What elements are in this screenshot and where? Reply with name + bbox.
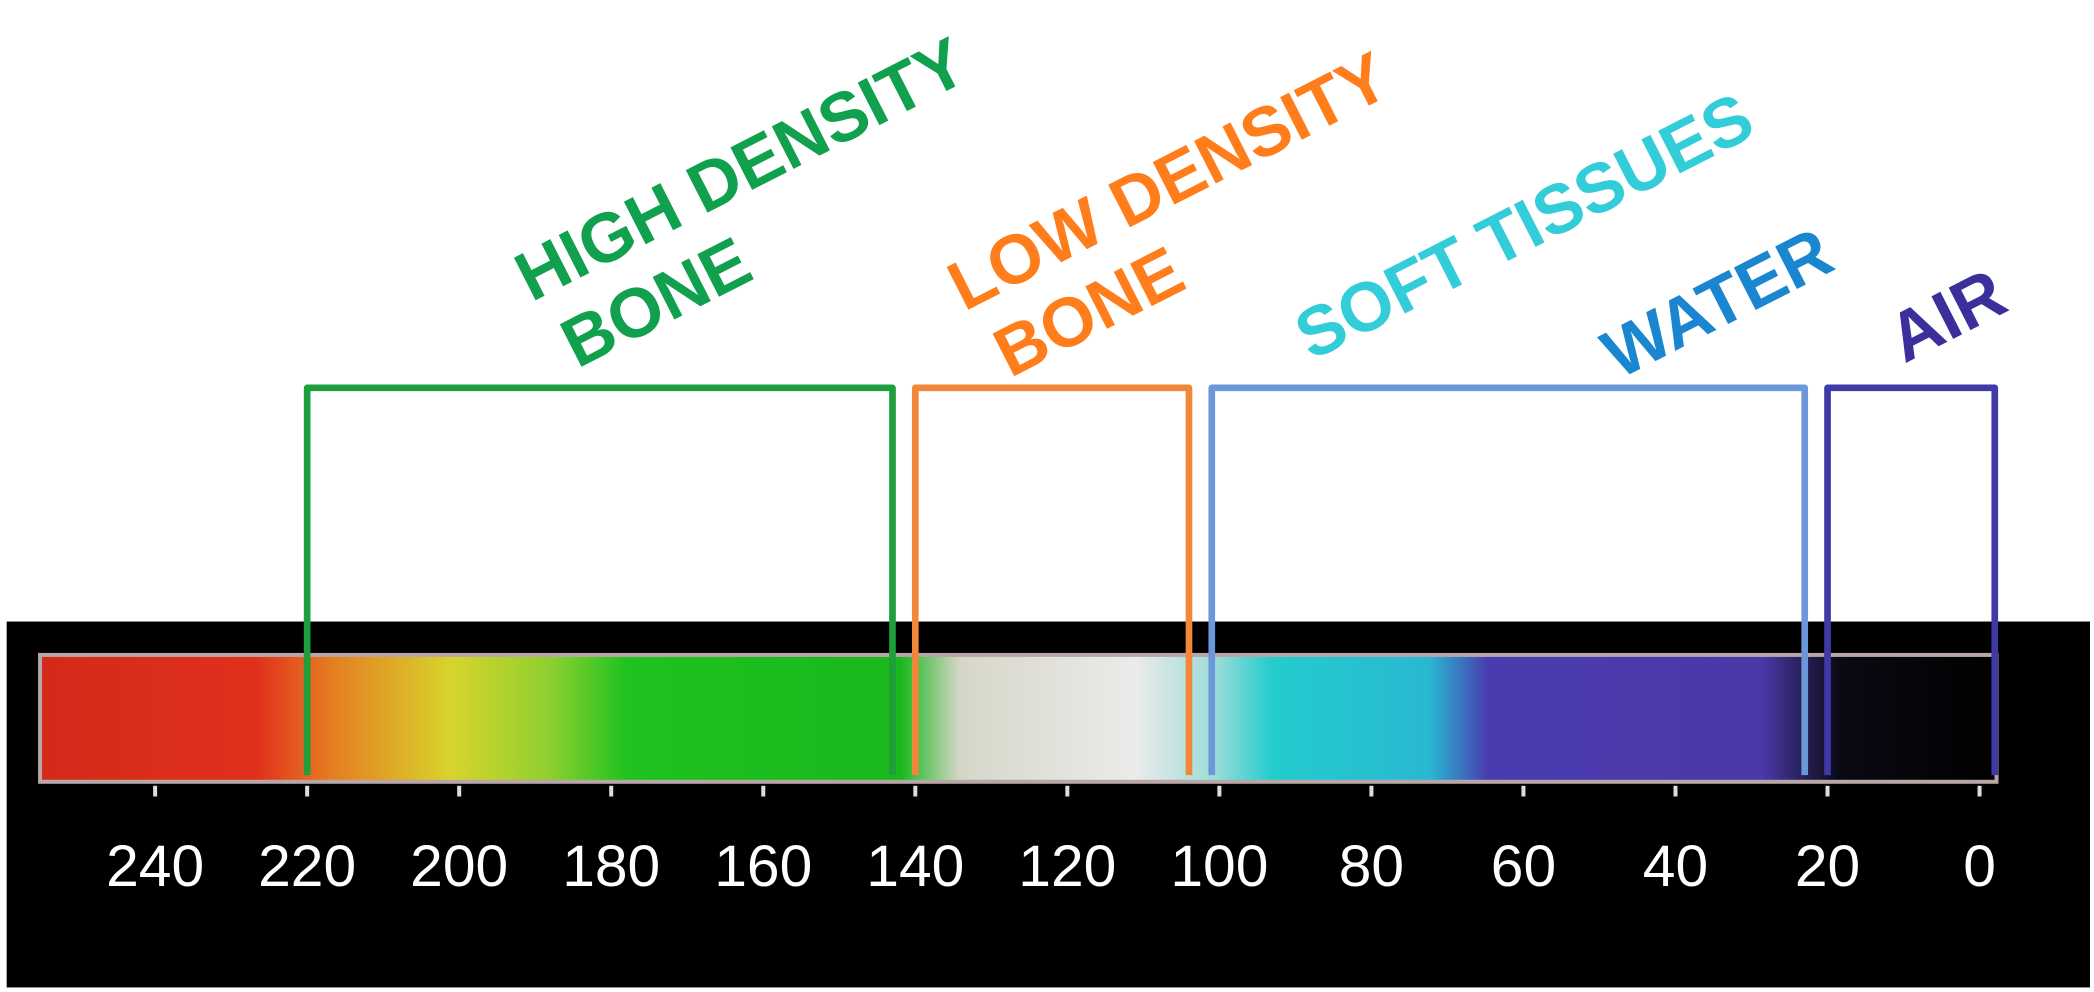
tick-label: 220	[258, 834, 356, 899]
tick-label: 100	[1170, 834, 1268, 899]
range-label: AIR	[1876, 253, 2018, 377]
tick-label: 200	[410, 834, 508, 899]
tick-label: 120	[1018, 834, 1116, 899]
tick-label: 240	[106, 834, 204, 899]
tick-label: 80	[1339, 834, 1404, 899]
range-label-group: WATER	[1590, 212, 1844, 393]
color-gradient-bar	[38, 652, 1999, 784]
range-label: WATER	[1590, 212, 1844, 393]
tick-label: 0	[1963, 834, 1996, 899]
tick-label: 160	[714, 834, 812, 899]
tick-label: 60	[1491, 834, 1556, 899]
range-bracket	[1208, 384, 1809, 776]
tick-label: 20	[1795, 834, 1860, 899]
range-bracket	[1824, 384, 1999, 776]
range-bracket	[303, 384, 896, 776]
range-bracket	[911, 384, 1193, 776]
tick-label: 40	[1643, 834, 1708, 899]
tick-label: 140	[866, 834, 964, 899]
range-label-group: AIR	[1876, 253, 2018, 377]
tick-label: 180	[562, 834, 660, 899]
